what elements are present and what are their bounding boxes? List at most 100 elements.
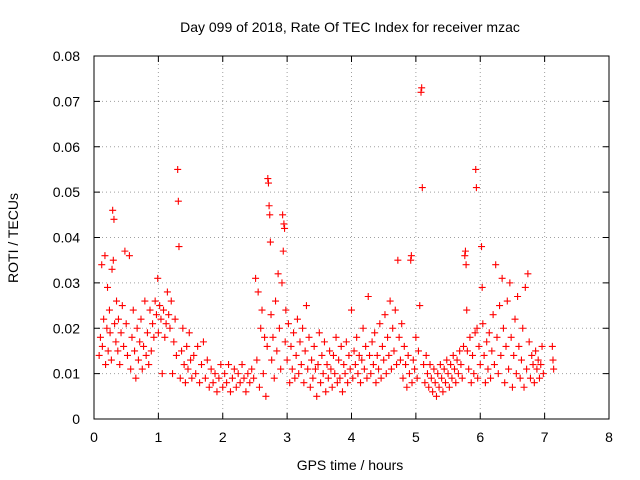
- axis-ticks: 0 1 2 3 4 5 6 7 8 0 0.01 0.02 0.03 0.04 0.05 0.06 0.07 0.…: [53, 48, 613, 445]
- data-point: [478, 283, 486, 291]
- data-point: [181, 379, 189, 387]
- data-point: [444, 370, 452, 378]
- data-point: [116, 361, 124, 369]
- data-point: [516, 374, 524, 382]
- data-point: [267, 311, 275, 319]
- data-point: [487, 374, 495, 382]
- data-point: [178, 347, 186, 355]
- data-point: [533, 365, 541, 373]
- data-point: [192, 370, 200, 378]
- data-point: [171, 315, 179, 323]
- data-point: [367, 370, 375, 378]
- data-point: [439, 388, 447, 396]
- data-point: [244, 370, 252, 378]
- data-point: [363, 374, 371, 382]
- data-point: [355, 351, 363, 359]
- data-point: [165, 311, 173, 319]
- data-point: [96, 333, 104, 341]
- data-point: [380, 356, 388, 364]
- data-point: [315, 329, 323, 337]
- data-point: [205, 383, 213, 391]
- data-point: [304, 365, 312, 373]
- data-point: [250, 374, 258, 382]
- data-point: [405, 370, 413, 378]
- data-point: [523, 365, 531, 373]
- y-tick-label: 0.05: [53, 184, 80, 200]
- data-point: [451, 365, 458, 373]
- data-point: [175, 243, 183, 251]
- data-point: [131, 347, 139, 355]
- data-point: [364, 292, 372, 300]
- data-point: [456, 347, 464, 355]
- y-tick-label: 0.03: [53, 275, 80, 291]
- data-point: [453, 356, 461, 364]
- data-point: [324, 374, 332, 382]
- data-point: [426, 361, 434, 369]
- data-point: [524, 270, 532, 278]
- data-point: [279, 211, 287, 219]
- data-point: [209, 379, 217, 387]
- data-point: [409, 356, 417, 364]
- data-point: [318, 351, 326, 359]
- data-point: [407, 256, 415, 264]
- data-point: [112, 338, 120, 346]
- data-point: [100, 315, 108, 323]
- data-point: [377, 374, 385, 382]
- data-point: [265, 202, 273, 210]
- data-point: [481, 379, 489, 387]
- data-point: [338, 388, 346, 396]
- y-tick-label: 0.07: [53, 93, 80, 109]
- x-tick-label: 4: [348, 429, 356, 445]
- data-point: [103, 324, 111, 332]
- data-point: [395, 333, 403, 341]
- data-point: [301, 347, 309, 355]
- data-point: [416, 302, 424, 310]
- data-point: [313, 392, 321, 400]
- data-point: [337, 342, 345, 350]
- data-point: [412, 333, 420, 341]
- data-point: [532, 347, 540, 355]
- x-tick-label: 8: [605, 429, 613, 445]
- data-point: [351, 361, 359, 369]
- data-point: [213, 388, 221, 396]
- data-point: [421, 379, 429, 387]
- data-point: [462, 261, 470, 269]
- data-point: [414, 347, 422, 355]
- data-point: [526, 374, 534, 382]
- data-point: [160, 306, 168, 314]
- data-point: [371, 329, 379, 337]
- data-point: [460, 342, 468, 350]
- data-point: [102, 361, 110, 369]
- data-point: [345, 351, 353, 359]
- data-point: [418, 184, 426, 192]
- data-point: [376, 320, 384, 328]
- data-point: [297, 361, 305, 369]
- data-point: [372, 379, 380, 387]
- data-point: [467, 379, 475, 387]
- x-tick-label: 7: [541, 429, 549, 445]
- data-point: [104, 283, 112, 291]
- data-point: [198, 361, 206, 369]
- data-point: [331, 370, 339, 378]
- data-point: [113, 297, 121, 305]
- data-point: [120, 342, 128, 350]
- data-point: [333, 379, 341, 387]
- data-point: [219, 383, 227, 391]
- data-point: [145, 361, 153, 369]
- data-point: [167, 297, 175, 305]
- data-point: [221, 370, 229, 378]
- data-point: [295, 370, 303, 378]
- data-point: [466, 333, 474, 341]
- data-point: [166, 324, 174, 332]
- data-point: [488, 347, 496, 355]
- data-point: [170, 338, 178, 346]
- data-point: [485, 329, 493, 337]
- data-point: [117, 329, 125, 337]
- data-point: [502, 342, 510, 350]
- data-point: [281, 338, 289, 346]
- data-point: [310, 342, 318, 350]
- data-point: [427, 374, 435, 382]
- data-point: [141, 297, 149, 305]
- data-point: [278, 279, 286, 287]
- data-point: [179, 324, 187, 332]
